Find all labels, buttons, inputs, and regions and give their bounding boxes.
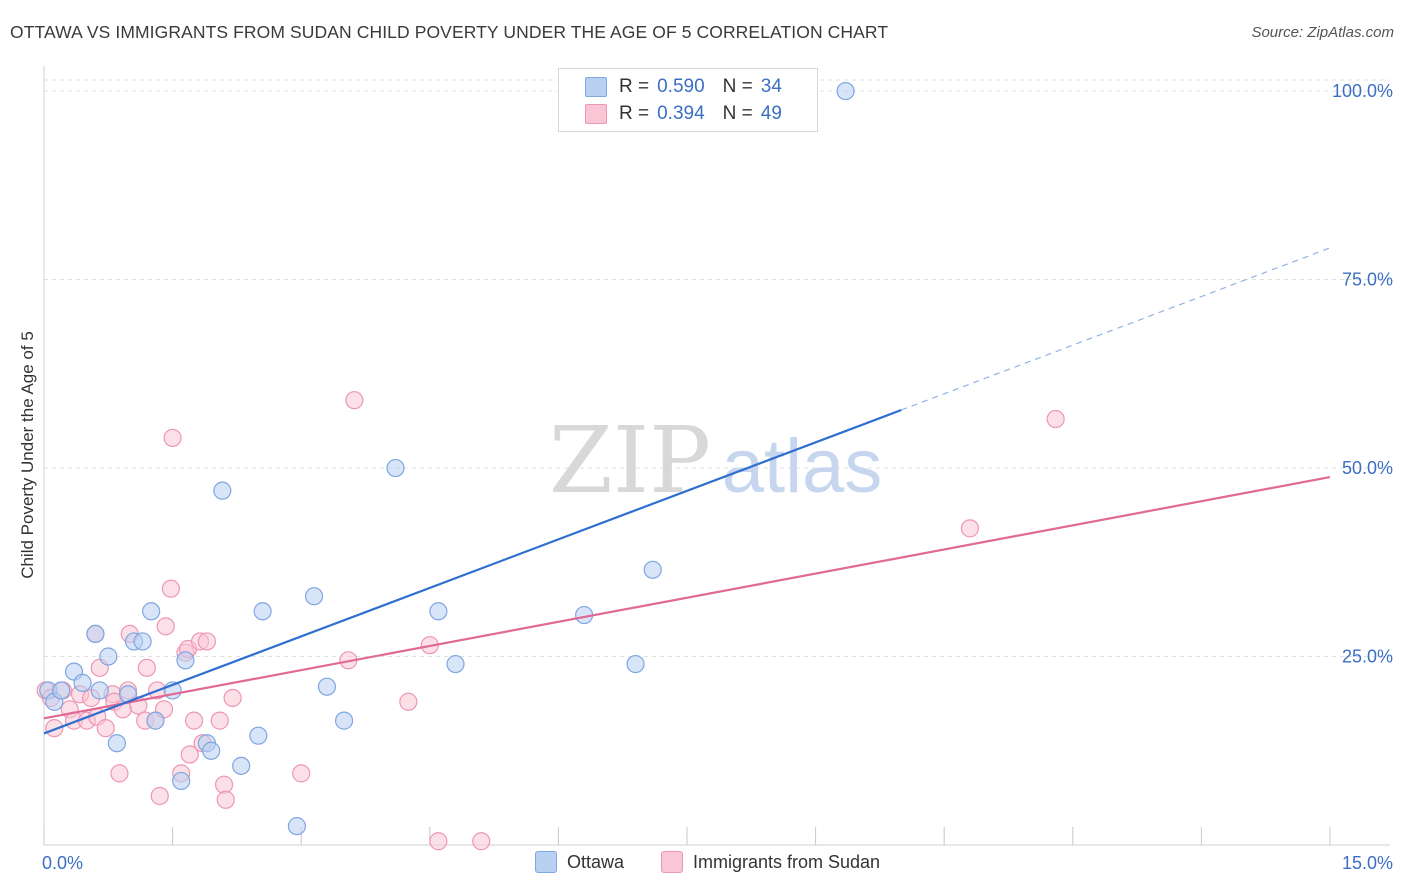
- point-ottawa: [146, 711, 165, 730]
- point-immigrants-from-sudan: [163, 428, 182, 447]
- axes: [43, 66, 1390, 846]
- point-immigrants-from-sudan: [96, 719, 115, 738]
- tick-labels: 25.0% 50.0% 75.0% 100.0% 0.0% 15.0%: [42, 81, 1393, 873]
- point-ottawa: [107, 734, 126, 753]
- r-label: R =: [619, 103, 650, 124]
- legend-correlation: R = 0.590 N = 34 R = 0.394 N = 49: [558, 68, 818, 132]
- trend-line-sudan: [43, 476, 1331, 720]
- legend-series: Ottawa Immigrants from Sudan: [0, 851, 1406, 879]
- r-value-sudan: 0.394: [657, 103, 705, 124]
- point-immigrants-from-sudan: [472, 832, 491, 851]
- gridlines: [44, 79, 1390, 658]
- chart-title: OTTAWA VS IMMIGRANTS FROM SUDAN CHILD PO…: [10, 22, 889, 42]
- point-immigrants-from-sudan: [210, 711, 229, 730]
- point-ottawa: [304, 587, 324, 606]
- point-immigrants-from-sudan: [180, 745, 199, 764]
- point-ottawa: [99, 647, 118, 666]
- r-value-ottawa: 0.590: [657, 76, 705, 97]
- y-tick-label: 50.0%: [1342, 458, 1393, 478]
- point-immigrants-from-sudan: [960, 519, 980, 538]
- trend-lines: [43, 247, 1331, 735]
- point-ottawa: [836, 81, 855, 101]
- legend-row-ottawa: R = 0.590 N = 34: [585, 75, 782, 99]
- n-value-ottawa: 34: [760, 76, 782, 97]
- point-immigrants-from-sudan: [429, 832, 448, 851]
- point-ottawa: [643, 560, 662, 579]
- point-ottawa: [172, 771, 191, 791]
- trend-line-ottawa: [43, 408, 902, 735]
- point-ottawa: [429, 602, 448, 621]
- sudan-swatch: [661, 851, 683, 873]
- point-immigrants-from-sudan: [45, 719, 64, 738]
- point-immigrants-from-sudan: [399, 692, 418, 711]
- point-ottawa: [386, 458, 405, 478]
- legend-item-ottawa[interactable]: Ottawa: [535, 851, 624, 873]
- point-immigrants-from-sudan: [214, 775, 234, 794]
- point-ottawa: [202, 741, 221, 760]
- point-immigrants-from-sudan: [216, 790, 235, 809]
- point-ottawa: [213, 481, 232, 500]
- ottawa-swatch: [535, 851, 557, 873]
- watermark-zip: ZIP: [549, 407, 711, 514]
- point-immigrants-from-sudan: [110, 764, 129, 783]
- point-immigrants-from-sudan: [184, 711, 204, 730]
- trend-line-ottawa-extension: [901, 247, 1331, 411]
- y-tick-label: 100.0%: [1332, 81, 1393, 101]
- y-axis-label: Child Poverty Under the Age of 5: [18, 331, 37, 579]
- n-label: N =: [722, 76, 753, 97]
- point-immigrants-from-sudan: [292, 764, 311, 783]
- n-label: N =: [722, 103, 753, 124]
- point-immigrants-from-sudan: [161, 579, 180, 598]
- legend-row-sudan: R = 0.394 N = 49: [585, 102, 782, 126]
- point-ottawa: [90, 681, 109, 700]
- point-immigrants-from-sudan: [197, 632, 216, 651]
- point-ottawa: [52, 681, 71, 700]
- point-ottawa: [142, 602, 161, 621]
- y-tick-label: 25.0%: [1342, 647, 1393, 667]
- point-ottawa: [287, 817, 307, 836]
- point-immigrants-from-sudan: [156, 617, 175, 636]
- point-ottawa: [133, 632, 152, 651]
- point-ottawa: [249, 726, 268, 745]
- legend-label-ottawa: Ottawa: [567, 851, 625, 872]
- point-ottawa: [253, 602, 272, 621]
- point-immigrants-from-sudan: [223, 688, 242, 708]
- point-ottawa: [446, 654, 465, 674]
- point-ottawa: [317, 677, 337, 696]
- point-immigrants-from-sudan: [150, 786, 169, 806]
- point-ottawa: [73, 673, 92, 693]
- n-value-sudan: 49: [760, 103, 782, 124]
- legend-label-sudan: Immigrants from Sudan: [693, 851, 881, 872]
- legend-item-sudan[interactable]: Immigrants from Sudan: [661, 851, 880, 873]
- point-ottawa: [176, 651, 195, 670]
- point-immigrants-from-sudan: [137, 658, 156, 677]
- sudan-swatch: [585, 104, 607, 124]
- x-tick-label: 0.0%: [42, 853, 83, 873]
- point-ottawa: [626, 654, 645, 674]
- point-ottawa: [232, 756, 251, 775]
- x-tick-label: 15.0%: [1342, 853, 1393, 873]
- watermark-atlas: atlas: [722, 424, 883, 509]
- point-immigrants-from-sudan: [1046, 409, 1065, 429]
- y-tick-label: 75.0%: [1342, 270, 1393, 290]
- point-immigrants-from-sudan: [345, 391, 364, 410]
- point-ottawa: [86, 624, 105, 644]
- r-label: R =: [619, 76, 650, 97]
- source-label: Source: ZipAtlas.com: [1251, 24, 1394, 41]
- point-ottawa: [334, 711, 354, 730]
- series-ottawa: [39, 81, 855, 836]
- ottawa-swatch: [585, 77, 607, 97]
